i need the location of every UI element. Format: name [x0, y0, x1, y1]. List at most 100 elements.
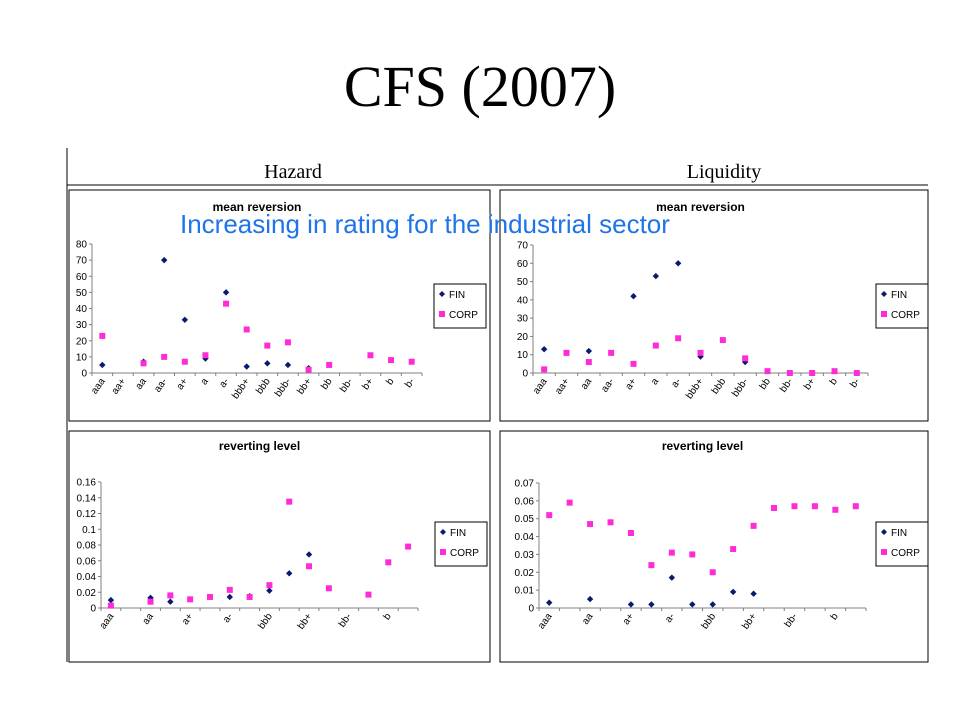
- point-fin: [286, 570, 293, 577]
- legend-marker-corp: [881, 311, 887, 317]
- chart-title: mean reversion: [656, 200, 745, 214]
- x-tick-label: b: [829, 611, 841, 622]
- y-tick-label: 30: [76, 320, 88, 331]
- chart-title: reverting level: [662, 439, 743, 453]
- x-tick-label: a+: [180, 611, 196, 627]
- y-tick-label: 80: [76, 240, 88, 251]
- point-corp: [791, 503, 798, 510]
- legend-marker-corp: [881, 549, 887, 555]
- point-corp: [286, 498, 293, 505]
- y-tick-label: 0.14: [77, 493, 97, 504]
- point-corp: [566, 499, 573, 506]
- y-tick-label: 10: [76, 352, 88, 363]
- point-corp: [627, 530, 634, 536]
- y-tick-label: 70: [76, 256, 88, 267]
- point-corp: [326, 361, 333, 368]
- legend-label: CORP: [449, 310, 478, 321]
- legend-box: [875, 283, 929, 329]
- chart-frame: [68, 430, 491, 663]
- x-tick-label: b+: [360, 376, 376, 392]
- legend-label: CORP: [450, 548, 479, 559]
- point-corp: [541, 366, 548, 373]
- legend-marker-fin: [439, 291, 445, 297]
- point-corp: [264, 342, 271, 349]
- y-tick-label: 60: [517, 259, 529, 270]
- legend-label: CORP: [891, 310, 920, 321]
- point-corp: [246, 593, 253, 600]
- point-fin: [540, 346, 548, 353]
- y-tick-label: 0.08: [77, 541, 97, 552]
- point-corp: [742, 355, 749, 362]
- point-corp: [563, 349, 570, 356]
- point-corp: [107, 602, 114, 609]
- point-corp: [147, 598, 154, 605]
- point-corp: [764, 368, 771, 375]
- point-corp: [187, 596, 194, 603]
- point-corp: [811, 503, 818, 510]
- point-fin: [729, 588, 737, 596]
- y-tick-label: 0: [528, 604, 534, 615]
- y-tick-label: 0.03: [515, 550, 535, 561]
- point-corp: [243, 326, 250, 333]
- chart-title: mean reversion: [213, 200, 302, 214]
- legend-box: [434, 521, 488, 567]
- point-corp: [181, 358, 188, 365]
- y-tick-label: 0: [90, 604, 96, 615]
- legend: FIN CORP: [875, 283, 929, 329]
- point-corp: [832, 506, 839, 513]
- legend-label: FIN: [449, 290, 465, 301]
- point-fin: [160, 256, 168, 264]
- point-corp: [306, 563, 313, 570]
- point-fin: [181, 316, 189, 323]
- y-tick-label: 0.06: [515, 496, 535, 507]
- chart-frame: [499, 189, 929, 422]
- point-fin: [627, 601, 635, 608]
- point-fin: [586, 595, 594, 603]
- y-tick-label: 0.01: [515, 586, 535, 597]
- point-fin: [546, 599, 553, 606]
- point-corp: [388, 357, 395, 364]
- point-corp: [750, 522, 757, 529]
- point-corp: [852, 503, 859, 510]
- point-corp: [546, 512, 553, 519]
- point-corp: [607, 519, 614, 526]
- x-tick-label: b: [382, 611, 394, 622]
- chart-panel-3: reverting level 0 0.01 0.02 0.03 0.04 0.05 0.06…: [499, 430, 929, 663]
- y-tick-label: 70: [517, 241, 529, 252]
- x-tick-label: a: [649, 376, 661, 387]
- y-tick-label: 50: [76, 288, 88, 299]
- legend: FIN CORP: [434, 521, 488, 567]
- y-tick-label: 0.04: [77, 572, 97, 583]
- point-fin: [652, 272, 660, 280]
- point-fin: [305, 551, 313, 558]
- point-fin: [689, 601, 696, 608]
- point-corp: [206, 593, 213, 600]
- y-tick-label: 0.07: [515, 479, 535, 490]
- point-corp: [809, 370, 816, 376]
- point-corp: [405, 543, 412, 550]
- x-tick-label: b: [384, 376, 396, 387]
- point-fin: [648, 601, 655, 608]
- point-corp: [365, 591, 372, 598]
- y-tick-label: 40: [76, 304, 88, 315]
- y-tick-label: 50: [517, 277, 529, 288]
- y-tick-label: 0.04: [515, 532, 535, 543]
- point-fin: [266, 587, 273, 594]
- legend-box: [433, 283, 487, 329]
- legend: FIN CORP: [433, 283, 487, 329]
- point-fin: [167, 598, 174, 605]
- y-tick-label: 40: [517, 295, 529, 306]
- y-tick-label: 20: [517, 332, 529, 343]
- point-corp: [853, 370, 860, 376]
- point-corp: [771, 505, 778, 511]
- y-tick-label: 0: [522, 369, 528, 380]
- column-header-hazard: Hazard: [264, 161, 322, 183]
- legend-label: FIN: [891, 290, 907, 301]
- point-corp: [305, 366, 312, 373]
- legend-marker-corp: [439, 311, 445, 317]
- legend-label: FIN: [891, 528, 907, 539]
- y-tick-label: 60: [76, 272, 88, 283]
- y-tick-label: 0.1: [82, 525, 96, 536]
